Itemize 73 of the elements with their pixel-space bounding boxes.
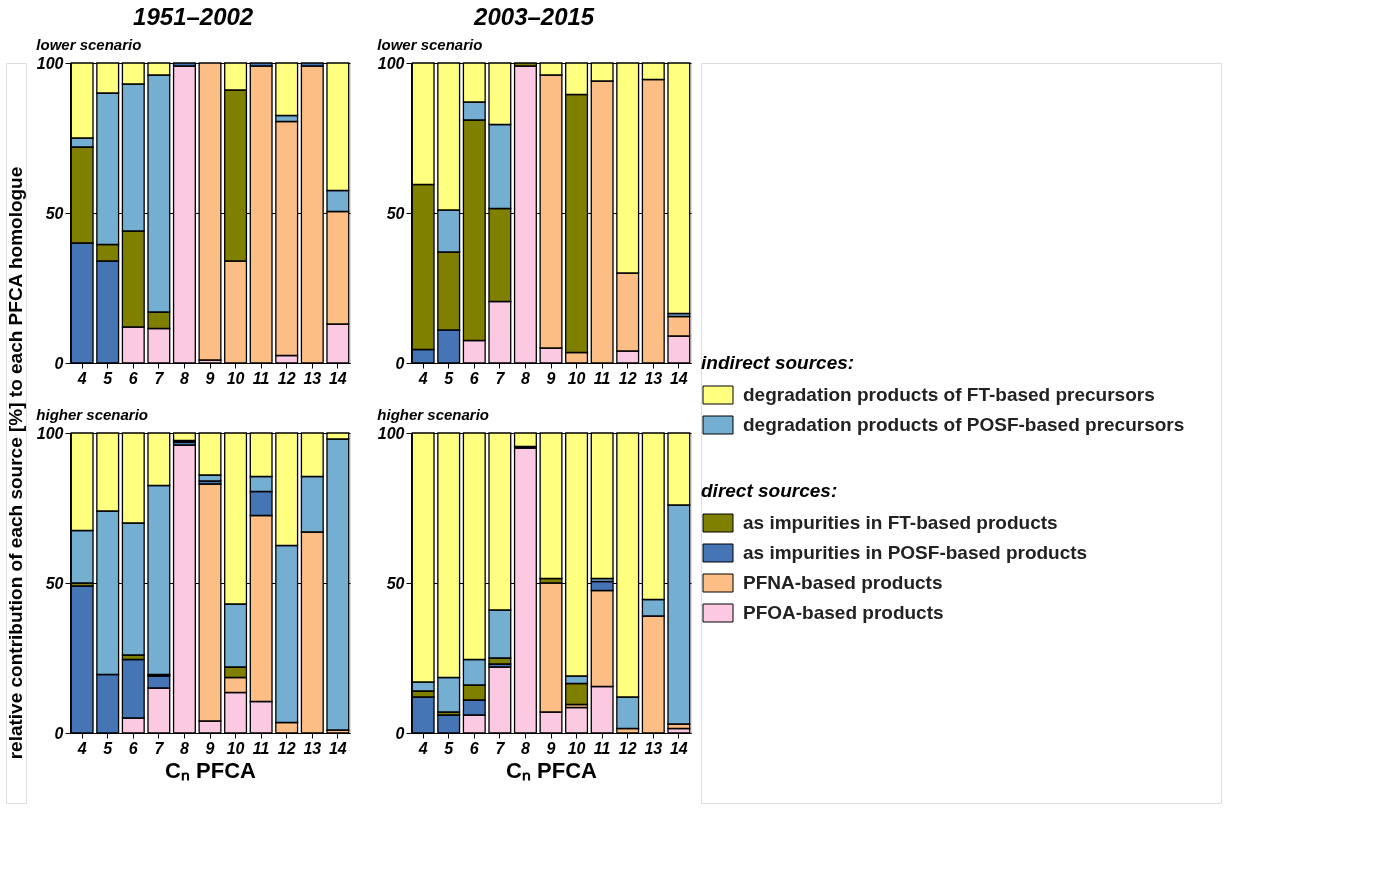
x-tick-label: 8	[520, 739, 530, 757]
y-tick-label: 0	[54, 724, 64, 742]
x-tick-label: 7	[154, 369, 165, 387]
x-tick-label: 7	[495, 739, 506, 757]
x-tick-label: 10	[226, 369, 245, 387]
x-tick-label: 11	[252, 369, 270, 387]
x-tick-label: 6	[128, 369, 138, 387]
y-tick-label: 50	[45, 204, 64, 222]
x-tick-label: 5	[444, 739, 455, 757]
x-tick-label: 9	[205, 369, 215, 387]
x-tick-label: 8	[179, 369, 189, 387]
x-tick-label: 11	[252, 739, 270, 757]
legend-label: degradation products of FT-based precursors	[743, 384, 1155, 405]
y-tick-label: 0	[395, 354, 405, 372]
x-tick-label: 6	[469, 739, 479, 757]
chart-subtitle: lower scenario	[377, 36, 483, 53]
x-tick-label: 9	[546, 739, 556, 757]
x-tick-label: 4	[76, 369, 87, 387]
x-tick-label: 6	[128, 739, 138, 757]
legend-label: degradation products of POSF-based precursors	[743, 414, 1185, 435]
chart-subtitle: higher scenario	[36, 406, 149, 423]
legend-label: PFNA-based products	[743, 572, 943, 593]
chart-subtitle: lower scenario	[36, 36, 142, 53]
legend-label: PFOA-based products	[743, 602, 944, 623]
x-tick-label: 4	[417, 739, 428, 757]
x-tick-label: 9	[205, 739, 215, 757]
y-tick-label: 100	[377, 54, 405, 72]
x-tick-label: 13	[644, 739, 663, 757]
x-tick-label: 4	[76, 739, 87, 757]
legend-label: as impurities in POSF-based products	[743, 542, 1088, 563]
x-tick-label: 10	[567, 369, 586, 387]
y-tick-label: 100	[36, 424, 64, 442]
y-tick-label: 0	[395, 724, 405, 742]
x-axis-title: Cₙ PFCA	[165, 757, 257, 783]
x-tick-label: 14	[328, 369, 347, 387]
chart-title: 2003–2015	[473, 2, 595, 30]
x-tick-label: 8	[520, 369, 530, 387]
x-tick-label: 5	[444, 369, 455, 387]
x-tick-label: 5	[103, 369, 114, 387]
x-axis-title: Cₙ PFCA	[506, 757, 598, 783]
x-tick-label: 11	[593, 369, 611, 387]
x-tick-label: 11	[593, 739, 611, 757]
x-tick-label: 7	[495, 369, 506, 387]
x-tick-label: 13	[303, 739, 322, 757]
text: direct sources:	[701, 480, 838, 501]
chart-subtitle: higher scenario	[377, 406, 490, 423]
x-tick-label: 10	[226, 739, 245, 757]
x-tick-label: 10	[567, 739, 586, 757]
x-tick-label: 8	[179, 739, 189, 757]
y-tick-label: 0	[54, 354, 64, 372]
x-tick-label: 12	[618, 739, 637, 757]
x-tick-label: 9	[546, 369, 556, 387]
y-tick-label: 50	[386, 204, 405, 222]
y-tick-label: 100	[377, 424, 405, 442]
y-tick-label: 100	[36, 54, 64, 72]
legend-label: as impurities in FT-based products	[743, 512, 1058, 533]
x-tick-label: 12	[277, 739, 296, 757]
y-tick-label: 50	[386, 574, 405, 592]
y-tick-label: 50	[45, 574, 64, 592]
x-tick-label: 14	[669, 739, 688, 757]
x-tick-label: 6	[469, 369, 479, 387]
x-tick-label: 4	[417, 369, 428, 387]
x-tick-label: 7	[154, 739, 165, 757]
x-tick-label: 12	[277, 369, 296, 387]
x-tick-label: 5	[103, 739, 114, 757]
x-tick-label: 12	[618, 369, 637, 387]
x-tick-label: 13	[303, 369, 322, 387]
chart-title: 1951–2002	[133, 2, 254, 30]
text: indirect sources:	[701, 352, 855, 373]
x-tick-label: 13	[644, 369, 663, 387]
x-tick-label: 14	[328, 739, 347, 757]
y-axis-title: relative contribution of each source [%] to each PFCA homologue	[5, 166, 26, 760]
x-tick-label: 14	[669, 369, 688, 387]
